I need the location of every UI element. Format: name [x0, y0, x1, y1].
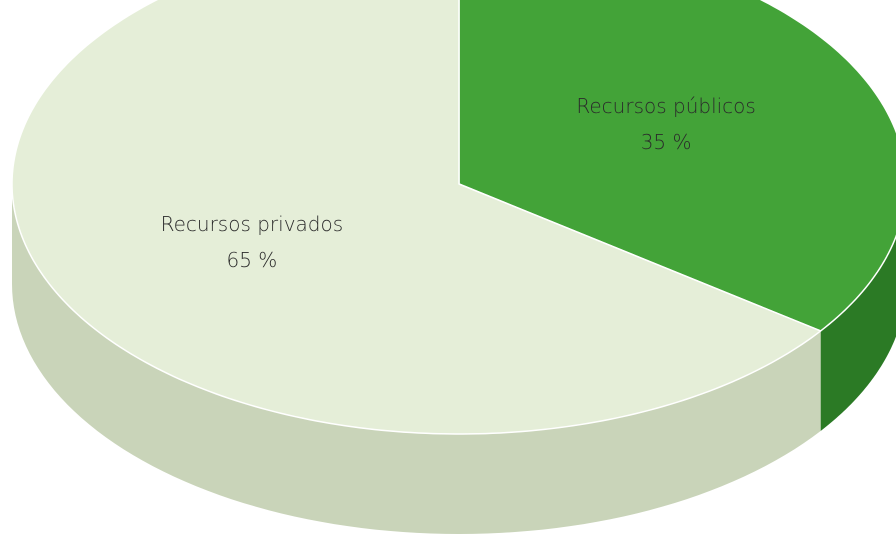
pie-slice-recursos-privados [11, 0, 822, 435]
pie-label-value-recursos-publicos: 35 % [641, 130, 692, 154]
pie-label-category-recursos-privados: Recursos privados [161, 212, 344, 236]
pie-slice-recursos-publicos [458, 0, 896, 332]
pie-side-recursos-publicos [820, 236, 896, 431]
pie-side-recursos-privados [12, 184, 821, 534]
pie-sides [12, 184, 896, 534]
pie-tops [11, 0, 896, 435]
pie-label-value-recursos-privados: 65 % [226, 248, 277, 272]
pie-labels: Recursos públicos 35 % Recursos privados 65… [161, 94, 756, 272]
pie-label-category-recursos-publicos: Recursos públicos [576, 94, 755, 118]
